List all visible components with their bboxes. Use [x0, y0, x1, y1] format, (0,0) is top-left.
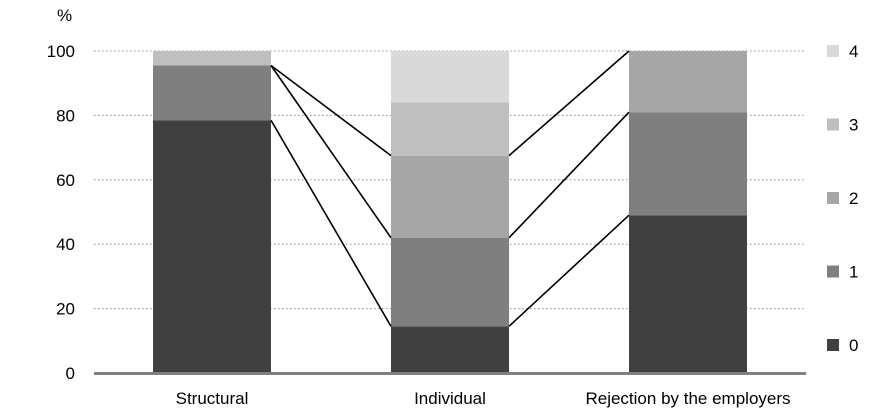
legend-swatch-4 — [827, 45, 839, 57]
legend-label: 0 — [849, 336, 858, 355]
bar-segment-rejection-by-the-employers-series-2 — [629, 51, 747, 113]
bar-segment-individual-series-4 — [391, 51, 509, 103]
legend-swatch-2 — [827, 192, 839, 204]
legend: 4 3 2 1 0 — [827, 42, 858, 355]
legend-swatch-1 — [827, 265, 839, 278]
y-tick-labels: 0 20 40 60 80 100 — [47, 42, 75, 383]
bar-segment-individual-series-2 — [391, 155, 509, 238]
connector-line — [270, 64, 392, 157]
bar-segment-structural-series-3 — [153, 51, 271, 66]
bar-segment-structural-series-0 — [153, 120, 271, 373]
y-tick-label: 100 — [47, 42, 75, 61]
connector-line — [270, 119, 392, 327]
bars — [153, 51, 747, 373]
category-label: Rejection by the employers — [585, 389, 790, 408]
y-tick-label: 20 — [56, 300, 75, 319]
y-tick-label: 0 — [66, 364, 75, 383]
legend-label: 3 — [849, 116, 858, 135]
connector-lines — [270, 50, 630, 327]
legend-label: 1 — [849, 263, 858, 282]
y-tick-label: 40 — [56, 235, 75, 254]
bar-segment-structural-series-1 — [153, 65, 271, 121]
connector-line — [270, 65, 392, 239]
legend-label: 4 — [849, 42, 858, 61]
bar-segment-rejection-by-the-employers-series-1 — [629, 112, 747, 216]
legend-swatch-3 — [827, 118, 839, 131]
bar-segment-rejection-by-the-employers-series-0 — [629, 215, 747, 373]
connector-line — [508, 214, 630, 327]
y-unit-label: % — [57, 6, 72, 25]
category-label: Individual — [414, 389, 486, 408]
connector-line — [508, 50, 630, 157]
bar-segment-individual-series-0 — [391, 326, 509, 373]
y-tick-label: 80 — [56, 106, 75, 125]
category-label: Structural — [176, 389, 249, 408]
bar-segment-individual-series-3 — [391, 102, 509, 156]
legend-swatch-0 — [827, 339, 839, 351]
connector-line — [508, 111, 630, 239]
legend-label: 2 — [849, 189, 858, 208]
bar-segment-individual-series-1 — [391, 237, 509, 327]
category-labels: Structural Individual Rejection by the emp… — [176, 389, 791, 408]
y-tick-label: 60 — [56, 171, 75, 190]
